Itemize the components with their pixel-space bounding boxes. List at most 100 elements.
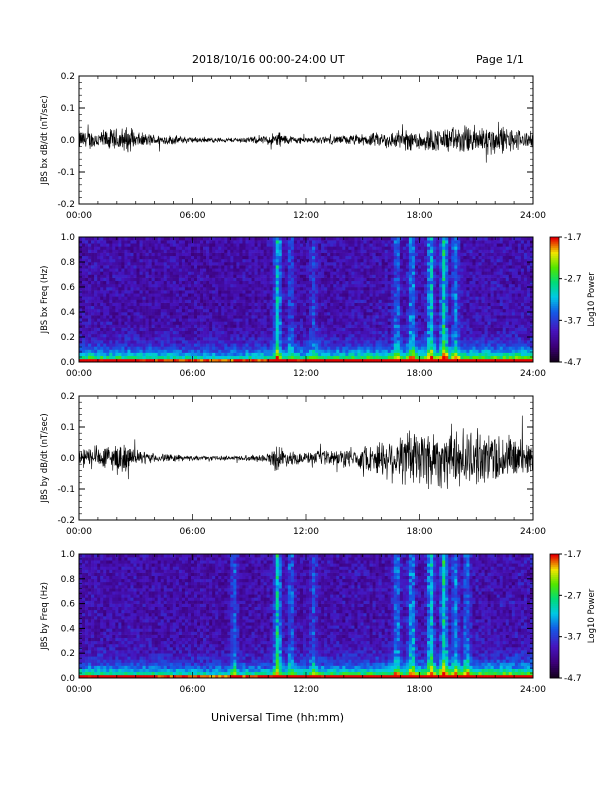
heatmap-cell xyxy=(227,321,231,325)
heatmap-cell xyxy=(151,349,155,353)
heatmap-cell xyxy=(172,290,177,294)
heatmap-cell xyxy=(227,290,231,294)
heatmap-cell xyxy=(194,290,198,294)
heatmap-cell xyxy=(142,258,146,263)
heatmap-cell xyxy=(227,283,231,288)
heatmap-cell xyxy=(203,274,207,278)
heatmap-cell xyxy=(321,237,325,241)
heatmap-cell xyxy=(396,337,401,341)
heatmap-cell xyxy=(118,355,122,360)
heatmap-cell xyxy=(221,308,225,313)
heatmap-cell xyxy=(212,262,216,266)
heatmap-cell xyxy=(112,287,116,291)
heatmap-cell xyxy=(351,327,355,332)
heatmap-cell xyxy=(299,293,304,297)
heatmap-cell xyxy=(194,318,198,322)
heatmap-cell xyxy=(136,262,140,266)
heatmap-cell xyxy=(88,349,92,353)
heatmap-cell xyxy=(169,287,174,291)
heatmap-cell xyxy=(408,299,413,303)
heatmap-cell xyxy=(124,271,128,275)
heatmap-cell xyxy=(336,308,340,313)
heatmap-cell xyxy=(115,246,119,250)
heatmap-cell xyxy=(366,262,370,266)
heatmap-cell xyxy=(127,346,131,350)
heatmap-cell xyxy=(97,255,101,260)
heatmap-cell xyxy=(215,252,219,257)
heatmap-cell xyxy=(212,315,216,319)
heatmap-cell xyxy=(175,340,180,344)
heatmap-cell xyxy=(239,324,243,328)
heatmap-cell xyxy=(411,321,416,325)
heatmap-cell xyxy=(357,321,361,325)
heatmap-cell xyxy=(239,355,243,360)
heatmap-cell xyxy=(275,352,280,357)
heatmap-cell xyxy=(299,349,304,353)
heatmap-cell xyxy=(351,337,355,341)
heatmap-cell xyxy=(348,265,352,269)
heatmap-cell xyxy=(369,315,373,319)
heatmap-cell xyxy=(336,312,340,316)
heatmap-cell xyxy=(257,255,261,260)
heatmap-cell xyxy=(175,252,180,257)
heatmap-cell xyxy=(187,240,192,244)
heatmap-cell xyxy=(181,240,186,244)
heatmap-cell xyxy=(172,262,177,266)
heatmap-cell xyxy=(142,330,146,335)
heatmap-cell xyxy=(372,240,376,244)
heatmap-cell xyxy=(405,337,410,341)
heatmap-cell xyxy=(260,287,264,291)
heatmap-cell xyxy=(100,321,104,325)
heatmap-cell xyxy=(124,308,128,313)
heatmap-cell xyxy=(302,340,307,344)
heatmap-cell xyxy=(166,274,171,278)
heatmap-cell xyxy=(212,249,216,253)
heatmap-cell xyxy=(166,246,171,250)
heatmap-cell xyxy=(242,302,246,307)
heatmap-cell xyxy=(136,277,140,282)
heatmap-cell xyxy=(306,265,310,269)
heatmap-cell xyxy=(127,302,131,307)
heatmap-cell xyxy=(130,340,134,344)
heatmap-cell xyxy=(154,346,158,350)
heatmap-cell xyxy=(100,240,104,244)
heatmap-cell xyxy=(354,346,358,350)
heatmap-cell xyxy=(127,315,131,319)
heatmap-cell xyxy=(442,305,446,310)
heatmap-cell xyxy=(345,305,349,310)
heatmap-cell xyxy=(154,337,158,341)
heatmap-cell xyxy=(175,337,180,341)
heatmap-cell xyxy=(197,327,201,332)
heatmap-cell xyxy=(427,308,431,313)
heatmap-cell xyxy=(260,243,264,247)
heatmap-cell xyxy=(378,243,382,247)
heatmap-cell xyxy=(160,287,165,291)
heatmap-cell xyxy=(178,349,183,353)
heatmap-cell xyxy=(166,299,171,303)
heatmap-cell xyxy=(242,346,246,350)
heatmap-cell xyxy=(184,237,189,241)
heatmap-cell xyxy=(245,327,249,332)
heatmap-cell xyxy=(233,318,237,322)
heatmap-cell xyxy=(127,349,131,353)
heatmap-cell xyxy=(215,358,219,363)
heatmap-cell xyxy=(133,265,137,269)
heatmap-cell xyxy=(187,293,192,297)
heatmap-cell xyxy=(160,346,165,350)
heatmap-cell xyxy=(369,280,373,285)
heatmap-cell xyxy=(181,346,186,350)
heatmap-cell xyxy=(245,340,249,344)
heatmap-cell xyxy=(206,343,210,347)
heatmap-cell xyxy=(342,249,346,253)
heatmap-cell xyxy=(278,337,283,341)
heatmap-cell xyxy=(427,358,431,363)
heatmap-cell xyxy=(178,280,183,285)
heatmap-cell xyxy=(278,283,283,288)
heatmap-cell xyxy=(154,252,158,257)
heatmap-cell xyxy=(166,302,171,307)
heatmap-cell xyxy=(315,321,319,325)
heatmap-cell xyxy=(430,271,434,275)
heatmap-cell xyxy=(272,324,277,328)
heatmap-cell xyxy=(184,352,189,357)
heatmap-cell xyxy=(445,318,449,322)
